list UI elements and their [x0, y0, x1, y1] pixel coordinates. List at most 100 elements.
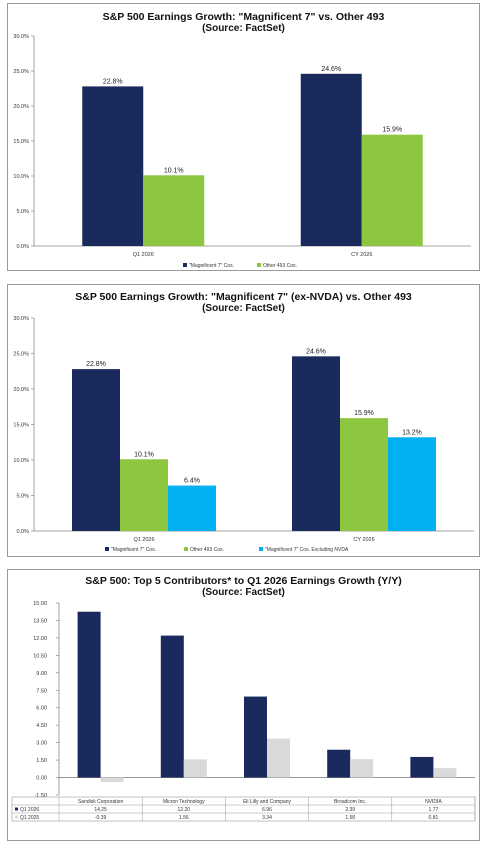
y-tick-label: 20.0% [13, 104, 29, 110]
bar [388, 437, 436, 531]
chart-title: S&P 500 Earnings Growth: "Magnificent 7"… [102, 11, 385, 23]
bar [120, 459, 168, 531]
data-table-category: NVIDIA [425, 799, 442, 805]
chart-panel-2: S&P 500 Earnings Growth: "Magnificent 7"… [7, 284, 480, 557]
data-label: 22.8% [103, 78, 123, 85]
data-label: 13.2% [402, 429, 422, 436]
legend-label: "Magnificent 7" Cos. [189, 263, 234, 269]
bar [327, 749, 351, 778]
legend-label: Other 493 Cos. [190, 547, 224, 553]
y-tick-label: 30.0% [13, 34, 29, 40]
data-table-value: 6.96 [262, 807, 272, 813]
chart-title: S&P 500: Top 5 Contributors* to Q1 2026 … [85, 575, 402, 587]
y-tick-label: -1.50 [34, 793, 47, 799]
bar [82, 86, 144, 247]
data-table-category: Broadcom Inc. [334, 799, 366, 805]
y-tick-label: 10.0% [13, 174, 29, 180]
y-tick-label: 15.00 [33, 601, 47, 607]
x-tick-label: Q1 2026 [133, 252, 154, 258]
data-table-value: 1.58 [345, 815, 355, 821]
bar [160, 635, 184, 778]
bar [183, 759, 207, 778]
legend-swatch [105, 547, 109, 551]
data-table-value: 12.20 [178, 807, 191, 813]
bar [267, 738, 290, 778]
y-tick-label: 5.0% [16, 494, 29, 500]
data-table-value: -0.39 [95, 815, 107, 821]
legend-swatch [257, 263, 261, 267]
chart-subtitle: (Source: FactSet) [202, 587, 285, 598]
data-label: 10.1% [134, 451, 154, 458]
x-tick-label: Q1 2026 [133, 537, 154, 543]
y-tick-label: 15.0% [13, 139, 29, 145]
legend-label: "Magnificent 7" Cos. [111, 547, 156, 553]
data-label: 22.8% [86, 361, 106, 368]
data-table-value: 14.25 [94, 807, 107, 813]
bar [244, 696, 267, 778]
x-tick-label: CY 2026 [351, 252, 372, 258]
bar [340, 418, 388, 531]
data-table-value: 1.56 [179, 815, 189, 821]
chart-title: S&P 500 Earnings Growth: "Magnificent 7"… [75, 291, 412, 303]
data-label: 24.6% [321, 66, 341, 73]
bar [100, 777, 124, 783]
data-table-value: 2.39 [345, 807, 355, 813]
legend-swatch [15, 807, 18, 811]
bar [143, 175, 205, 246]
data-label: 10.1% [164, 167, 184, 174]
y-tick-label: 1.50 [36, 758, 47, 764]
data-label: 15.9% [382, 127, 402, 134]
legend-swatch [184, 547, 188, 551]
legend-label: "Magnificent 7" Cos. Excluding NVDA [265, 547, 349, 553]
y-tick-label: 4.50 [36, 723, 47, 729]
y-tick-label: 13.50 [33, 618, 47, 624]
data-table-category: Micron Technology [163, 799, 205, 805]
legend-label: Q1 2025 [20, 815, 39, 821]
y-tick-label: 10.0% [13, 458, 29, 464]
data-label: 6.4% [184, 478, 200, 485]
y-tick-label: 3.00 [36, 741, 47, 747]
y-tick-label: 10.50 [33, 653, 47, 659]
bar [350, 759, 374, 778]
y-tick-label: 25.0% [13, 352, 29, 358]
bar [168, 485, 216, 531]
chart-subtitle: (Source: FactSet) [202, 23, 285, 34]
y-tick-label: 6.00 [36, 706, 47, 712]
data-label: 24.6% [306, 348, 326, 355]
bar [361, 134, 423, 246]
data-table-category: Eli Lilly and Company [243, 799, 292, 805]
y-tick-label: 0.0% [16, 529, 29, 535]
legend-swatch [15, 815, 18, 819]
data-label: 15.9% [354, 410, 374, 417]
bar [300, 73, 362, 246]
chart-subtitle: (Source: FactSet) [202, 303, 285, 314]
chart-plot: 0.0% 5.0% 10.0% 15.0% 20.0% 25.0% 30.0% 22.8% 10… [13, 316, 474, 553]
legend-swatch [259, 547, 263, 551]
y-tick-label: 0.00 [36, 776, 47, 782]
y-tick-label: 7.50 [36, 688, 47, 694]
data-table-category: Sandisk Corporation [78, 799, 124, 805]
chart-panel-1: S&P 500 Earnings Growth: "Magnificent 7"… [7, 3, 480, 271]
bar [77, 611, 101, 778]
y-tick-label: 30.0% [13, 316, 29, 322]
y-tick-label: 12.00 [33, 636, 47, 642]
data-table-value: 0.81 [429, 815, 439, 821]
y-tick-label: 25.0% [13, 69, 29, 75]
y-tick-label: 5.0% [16, 209, 29, 215]
bar [72, 369, 120, 531]
chart-plot: -1.50 0.00 1.50 3.00 4.50 6.00 7.50 9.00 10.50 12… [11, 601, 476, 822]
chart-plot: 0.0% 5.0% 10.0% 15.0% 20.0% 25.0% 30.0% 22.8% 10… [13, 34, 471, 269]
x-tick-label: CY 2026 [353, 537, 374, 543]
legend-swatch [183, 263, 187, 267]
legend-label: Q1 2026 [20, 807, 39, 813]
bar [410, 756, 434, 778]
bar [292, 356, 340, 531]
legend-label: Other 493 Cos. [263, 263, 297, 269]
y-tick-label: 15.0% [13, 423, 29, 429]
y-tick-label: 20.0% [13, 387, 29, 393]
chart-panel-3: S&P 500: Top 5 Contributors* to Q1 2026 … [7, 569, 480, 841]
data-table-value: 3.34 [262, 815, 272, 821]
y-tick-label: 0.0% [16, 244, 29, 250]
y-tick-label: 9.00 [36, 671, 47, 677]
bar [433, 768, 457, 778]
